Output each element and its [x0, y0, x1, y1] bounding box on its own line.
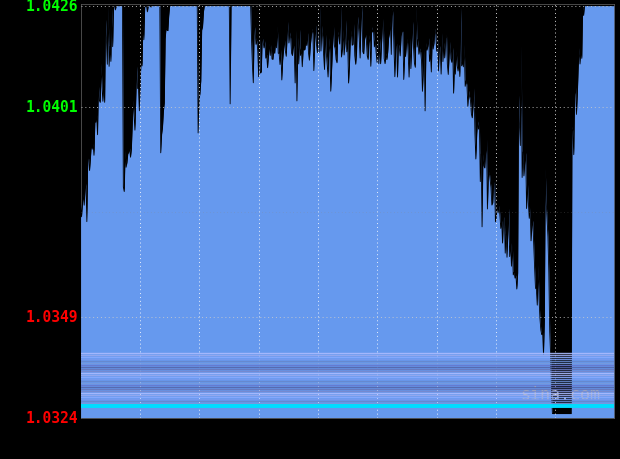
Text: 1.0401: 1.0401 — [25, 100, 78, 115]
Text: 1.0426: 1.0426 — [25, 0, 78, 14]
Text: 1.0324: 1.0324 — [25, 410, 78, 425]
Text: sina.com: sina.com — [520, 385, 600, 403]
Text: 1.0349: 1.0349 — [25, 309, 78, 325]
